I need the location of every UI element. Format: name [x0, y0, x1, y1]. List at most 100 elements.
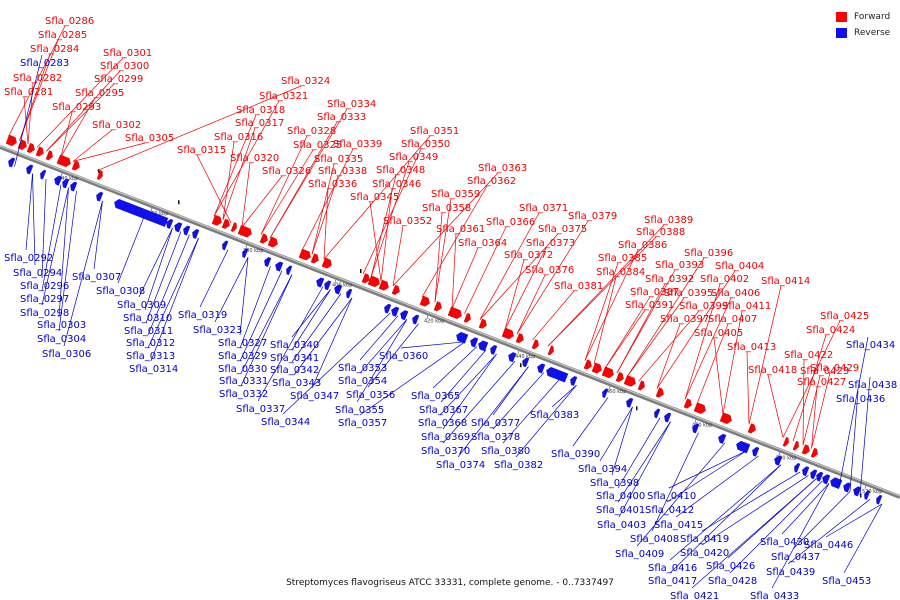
forward-leader-line — [72, 129, 113, 162]
reverse-gene-glyph — [822, 474, 831, 485]
forward-gene-glyph — [433, 301, 442, 312]
forward-gene-label: Sfla_0361 — [436, 224, 485, 235]
forward-gene-label: Sfla_0285 — [38, 30, 87, 41]
reverse-gene-label: Sfla_0382 — [494, 460, 543, 471]
reverse-gene-glyph — [183, 225, 191, 236]
forward-leader-line — [222, 141, 235, 220]
reverse-leader-line — [359, 341, 466, 416]
reverse-leader-line — [572, 397, 609, 447]
forward-leader-line — [46, 83, 115, 152]
forward-gene-label: Sfla_0359 — [431, 189, 480, 200]
reverse-leader-line — [282, 312, 391, 415]
forward-leader-line — [392, 172, 499, 287]
forward-gene-glyph — [531, 339, 539, 350]
forward-leader-line — [604, 296, 651, 369]
forward-leader-line — [260, 135, 308, 235]
forward-gene-label: Sfla_0407 — [708, 314, 757, 325]
forward-gene-label: Sfla_0381 — [554, 281, 603, 292]
forward-leader-line — [269, 108, 348, 239]
reverse-leader-line — [93, 200, 103, 270]
forward-gene-label: Sfla_0404 — [715, 261, 764, 272]
reverse-leader-line — [771, 483, 830, 589]
reverse-gene-glyph — [192, 229, 200, 239]
reverse-gene-glyph — [736, 440, 751, 454]
reverse-leader-line — [515, 384, 577, 458]
forward-gene-glyph — [211, 214, 222, 226]
axis-tick-mark — [517, 350, 520, 354]
forward-gene-label: Sfla_0316 — [214, 132, 263, 143]
reverse-leader-line — [669, 464, 782, 574]
forward-gene-label: Sfla_0363 — [478, 163, 527, 174]
forward-gene-glyph — [792, 440, 799, 451]
reverse-gene-label: Sfla_0309 — [117, 300, 166, 311]
forward-leader-line — [479, 233, 559, 320]
forward-leader-line — [584, 262, 619, 361]
reverse-leader-line — [32, 173, 36, 266]
forward-gene-glyph — [259, 233, 268, 244]
forward-gene-label: Sfla_0362 — [467, 176, 516, 187]
reverse-gene-label: Sfla_0307 — [72, 272, 121, 283]
forward-gene-glyph — [478, 318, 487, 329]
reverse-gene-glyph — [54, 175, 63, 186]
forward-gene-label: Sfla_0423 — [800, 366, 849, 377]
reverse-leader-line — [14, 54, 43, 167]
forward-gene-label: Sfla_0299 — [94, 74, 143, 85]
forward-gene-label: Sfla_0358 — [422, 203, 471, 214]
reverse-gene-glyph — [794, 462, 801, 473]
forward-gene-label: Sfla_0427 — [797, 377, 846, 388]
reverse-gene-label: Sfla_0377 — [471, 418, 520, 429]
reverse-leader-line — [442, 353, 497, 430]
reverse-gene-glyph — [316, 277, 325, 288]
reverse-gene-glyph — [275, 261, 284, 272]
reverse-leader-line — [147, 234, 190, 336]
forward-gene-label: Sfla_0324 — [281, 76, 330, 87]
axis-tick-mark — [245, 244, 248, 249]
reverse-gene-glyph — [626, 397, 634, 408]
forward-gene-label: Sfla_0414 — [761, 276, 810, 287]
reverse-gene-glyph — [654, 408, 661, 419]
forward-gene-label: Sfla_0334 — [327, 99, 376, 110]
forward-gene-label: Sfla_0395 — [664, 288, 713, 299]
forward-gene-label: Sfla_0333 — [317, 112, 366, 123]
reverse-swatch — [836, 28, 847, 38]
reverse-gene-label: Sfla_0360 — [379, 351, 428, 362]
reverse-gene-glyph — [522, 357, 530, 368]
forward-gene-label: Sfla_0375 — [538, 224, 587, 235]
reverse-gene-glyph — [816, 471, 824, 482]
forward-leader-line — [616, 269, 676, 374]
reverse-leader-line — [668, 450, 747, 489]
reverse-gene-glyph — [570, 376, 578, 386]
forward-gene-label: Sfla_0346 — [372, 179, 421, 190]
forward-leader-line — [323, 135, 431, 260]
forward-leader-line — [746, 351, 750, 425]
forward-leader-line — [362, 148, 422, 275]
legend-reverse: Reverse — [836, 25, 890, 41]
forward-gene-glyph — [655, 387, 664, 398]
reverse-gene-label: Sfla_0438 — [848, 380, 897, 391]
forward-gene-glyph — [361, 273, 370, 284]
reverse-gene-glyph — [264, 257, 272, 267]
legend: Forward Reverse — [836, 9, 890, 41]
forward-leader-line — [370, 161, 410, 278]
forward-gene-label: Sfla_0391 — [625, 300, 674, 311]
reverse-gene-label: Sfla_0426 — [706, 561, 755, 572]
forward-gene-glyph — [230, 222, 237, 232]
forward-gene-label: Sfla_0379 — [568, 211, 617, 222]
reverse-leader-line — [41, 178, 47, 279]
reverse-leader-line — [729, 480, 823, 574]
reverse-leader-line — [199, 249, 229, 308]
reverse-leader-line — [147, 238, 199, 349]
genome-caption: Streptomyces flavogriseus ATCC 33331, co… — [286, 578, 614, 588]
reverse-gene-label: Sfla_0374 — [436, 460, 485, 471]
reverse-leader-line — [727, 478, 817, 559]
forward-leader-line — [451, 247, 479, 309]
reverse-leader-line — [618, 421, 671, 518]
reverse-leader-line — [293, 297, 353, 376]
forward-gene-label: Sfla_0376 — [525, 265, 574, 276]
forward-gene-label: Sfla_0350 — [401, 139, 450, 150]
forward-gene-glyph — [623, 375, 636, 387]
forward-leader-line — [96, 85, 302, 172]
reverse-gene-label: Sfla_0368 — [418, 418, 467, 429]
forward-gene-glyph — [391, 284, 400, 295]
forward-gene-label: Sfla_0352 — [383, 216, 432, 227]
